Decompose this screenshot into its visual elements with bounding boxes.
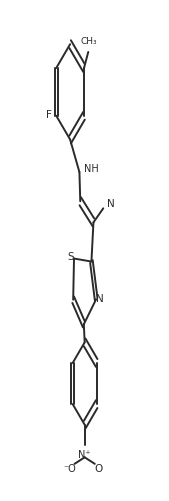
Text: F: F: [46, 110, 52, 119]
Text: CH₃: CH₃: [81, 38, 97, 46]
Text: N: N: [107, 199, 115, 209]
Text: N⁺: N⁺: [78, 449, 91, 459]
Text: S: S: [67, 251, 74, 261]
Text: N: N: [96, 294, 104, 304]
Text: O: O: [94, 463, 103, 473]
Text: NH: NH: [84, 164, 99, 174]
Text: ⁻O: ⁻O: [64, 463, 77, 473]
